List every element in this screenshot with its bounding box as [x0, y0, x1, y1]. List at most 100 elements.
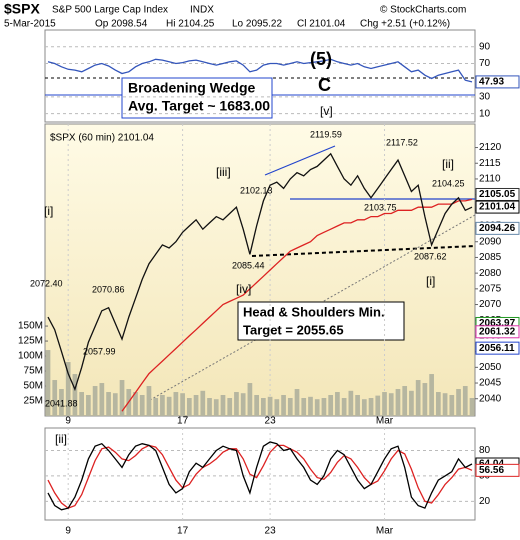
- annotation: 2119.59: [310, 129, 342, 139]
- open: Op 2098.54: [95, 19, 148, 30]
- volume-bar: [294, 389, 300, 416]
- volume-bar: [348, 390, 354, 416]
- annotation: Avg. Target ~ 1683.00: [128, 98, 270, 114]
- high: Hi 2104.25: [166, 19, 215, 30]
- series-line: [47, 58, 473, 83]
- volume-bar: [301, 398, 307, 416]
- volume-bar: [341, 398, 347, 416]
- volume-bar: [119, 380, 125, 416]
- volume-bar: [180, 393, 185, 416]
- y-tick-label: 2075: [479, 283, 502, 294]
- annotation: $SPX (60 min) 2101.04: [50, 133, 154, 144]
- volume-bar: [234, 392, 239, 416]
- date: 5-Mar-2015: [4, 19, 56, 30]
- y2-tick-label: 75M: [24, 366, 43, 377]
- y-tick-label: 10: [479, 108, 491, 119]
- annotation: C: [318, 75, 331, 95]
- hs-box: [237, 301, 405, 341]
- y-tick-label: 2110: [479, 174, 501, 185]
- series-line: [47, 441, 473, 511]
- value-marker-box: [475, 187, 520, 201]
- volume-bar: [227, 398, 233, 416]
- volume-bar: [321, 398, 327, 416]
- y-tick-label: 2050: [479, 362, 502, 373]
- annotation: 2104.25: [432, 178, 465, 188]
- volume-bar: [139, 395, 145, 416]
- series-line: [47, 152, 473, 392]
- y-tick-label: 2045: [479, 378, 502, 389]
- annotation: 2070.86: [92, 284, 125, 294]
- volume-bar: [388, 393, 394, 416]
- annotation: 2117.52: [386, 137, 418, 147]
- annotation: [v]: [320, 104, 333, 118]
- volume-bar: [72, 374, 78, 416]
- value-marker-label: 2061.32: [479, 326, 516, 337]
- value-marker-box: [475, 341, 520, 355]
- volume-bar: [328, 395, 334, 416]
- x-tick-label: 9: [65, 416, 71, 427]
- x-tick-label: Mar: [376, 526, 394, 537]
- y-tick-label: 80: [479, 445, 491, 456]
- y2-tick-label: 100M: [18, 351, 43, 362]
- y-tick-label: 2040: [479, 393, 502, 404]
- volume-bar: [207, 398, 212, 416]
- value-marker-box: [475, 325, 520, 339]
- volume-bar: [355, 395, 360, 416]
- volume-bar: [402, 386, 408, 416]
- volume-bar: [469, 398, 475, 416]
- neckline: [251, 245, 476, 257]
- credit: © StockCharts.com: [380, 5, 466, 16]
- exchange: INDX: [190, 5, 214, 16]
- y-tick-label: 90: [479, 41, 491, 52]
- low: Lo 2095.22: [232, 19, 282, 30]
- annotation: [i]: [44, 204, 53, 218]
- value-marker-label: 2101.04: [479, 202, 516, 213]
- volume-bar: [361, 399, 367, 416]
- y2-tick-label: 50M: [24, 381, 43, 392]
- volume-bar: [274, 399, 280, 416]
- volume-bar: [220, 395, 226, 416]
- y-tick-label: 20: [479, 496, 491, 507]
- annotation: 2102.13: [240, 185, 273, 195]
- annotation: Target = 2055.65: [243, 322, 344, 337]
- volume-bar: [112, 393, 118, 416]
- value-marker-box: [475, 200, 520, 214]
- value-marker-label: 56.56: [479, 465, 504, 476]
- volume-bar: [395, 389, 401, 416]
- volume-bar: [409, 390, 414, 416]
- x-tick-label: 9: [65, 526, 71, 537]
- volume-bar: [79, 392, 85, 416]
- volume-bar: [449, 395, 455, 416]
- volume-bar: [160, 395, 165, 416]
- value-marker-label: 2094.26: [479, 223, 516, 234]
- x-tick-label: Mar: [376, 416, 394, 427]
- volume-bar: [415, 380, 421, 416]
- volume-bar: [267, 396, 273, 416]
- volume-bar: [200, 390, 206, 416]
- volume-bar: [166, 396, 172, 416]
- volume-bar: [173, 392, 179, 416]
- volume-bar: [186, 398, 192, 416]
- volume-bar: [422, 383, 428, 416]
- x-tick-label: 17: [177, 526, 189, 537]
- volume-bar: [308, 396, 313, 416]
- volume-bar: [247, 383, 253, 416]
- value-marker-box: [475, 75, 520, 89]
- volume-bar: [382, 392, 387, 416]
- annotation: 2041.88: [45, 398, 78, 408]
- value-marker-label: 2063.97: [479, 318, 516, 329]
- annotation: 2103.75: [364, 202, 397, 212]
- volume-bar: [213, 399, 219, 416]
- annotation: [iv]: [236, 282, 251, 296]
- volume-bar: [287, 398, 293, 416]
- annotation: Head & Shoulders Min.: [243, 304, 385, 319]
- volume-bar: [92, 386, 98, 416]
- annotation: [ii]: [55, 432, 67, 446]
- name: S&P 500 Large Cap Index: [52, 5, 168, 16]
- series-line: [121, 198, 473, 412]
- volume-bar: [254, 395, 259, 416]
- annotation: 2057.99: [83, 346, 116, 356]
- volume-bar: [106, 392, 111, 416]
- volume-bar: [281, 395, 286, 416]
- volume-bar: [314, 399, 320, 416]
